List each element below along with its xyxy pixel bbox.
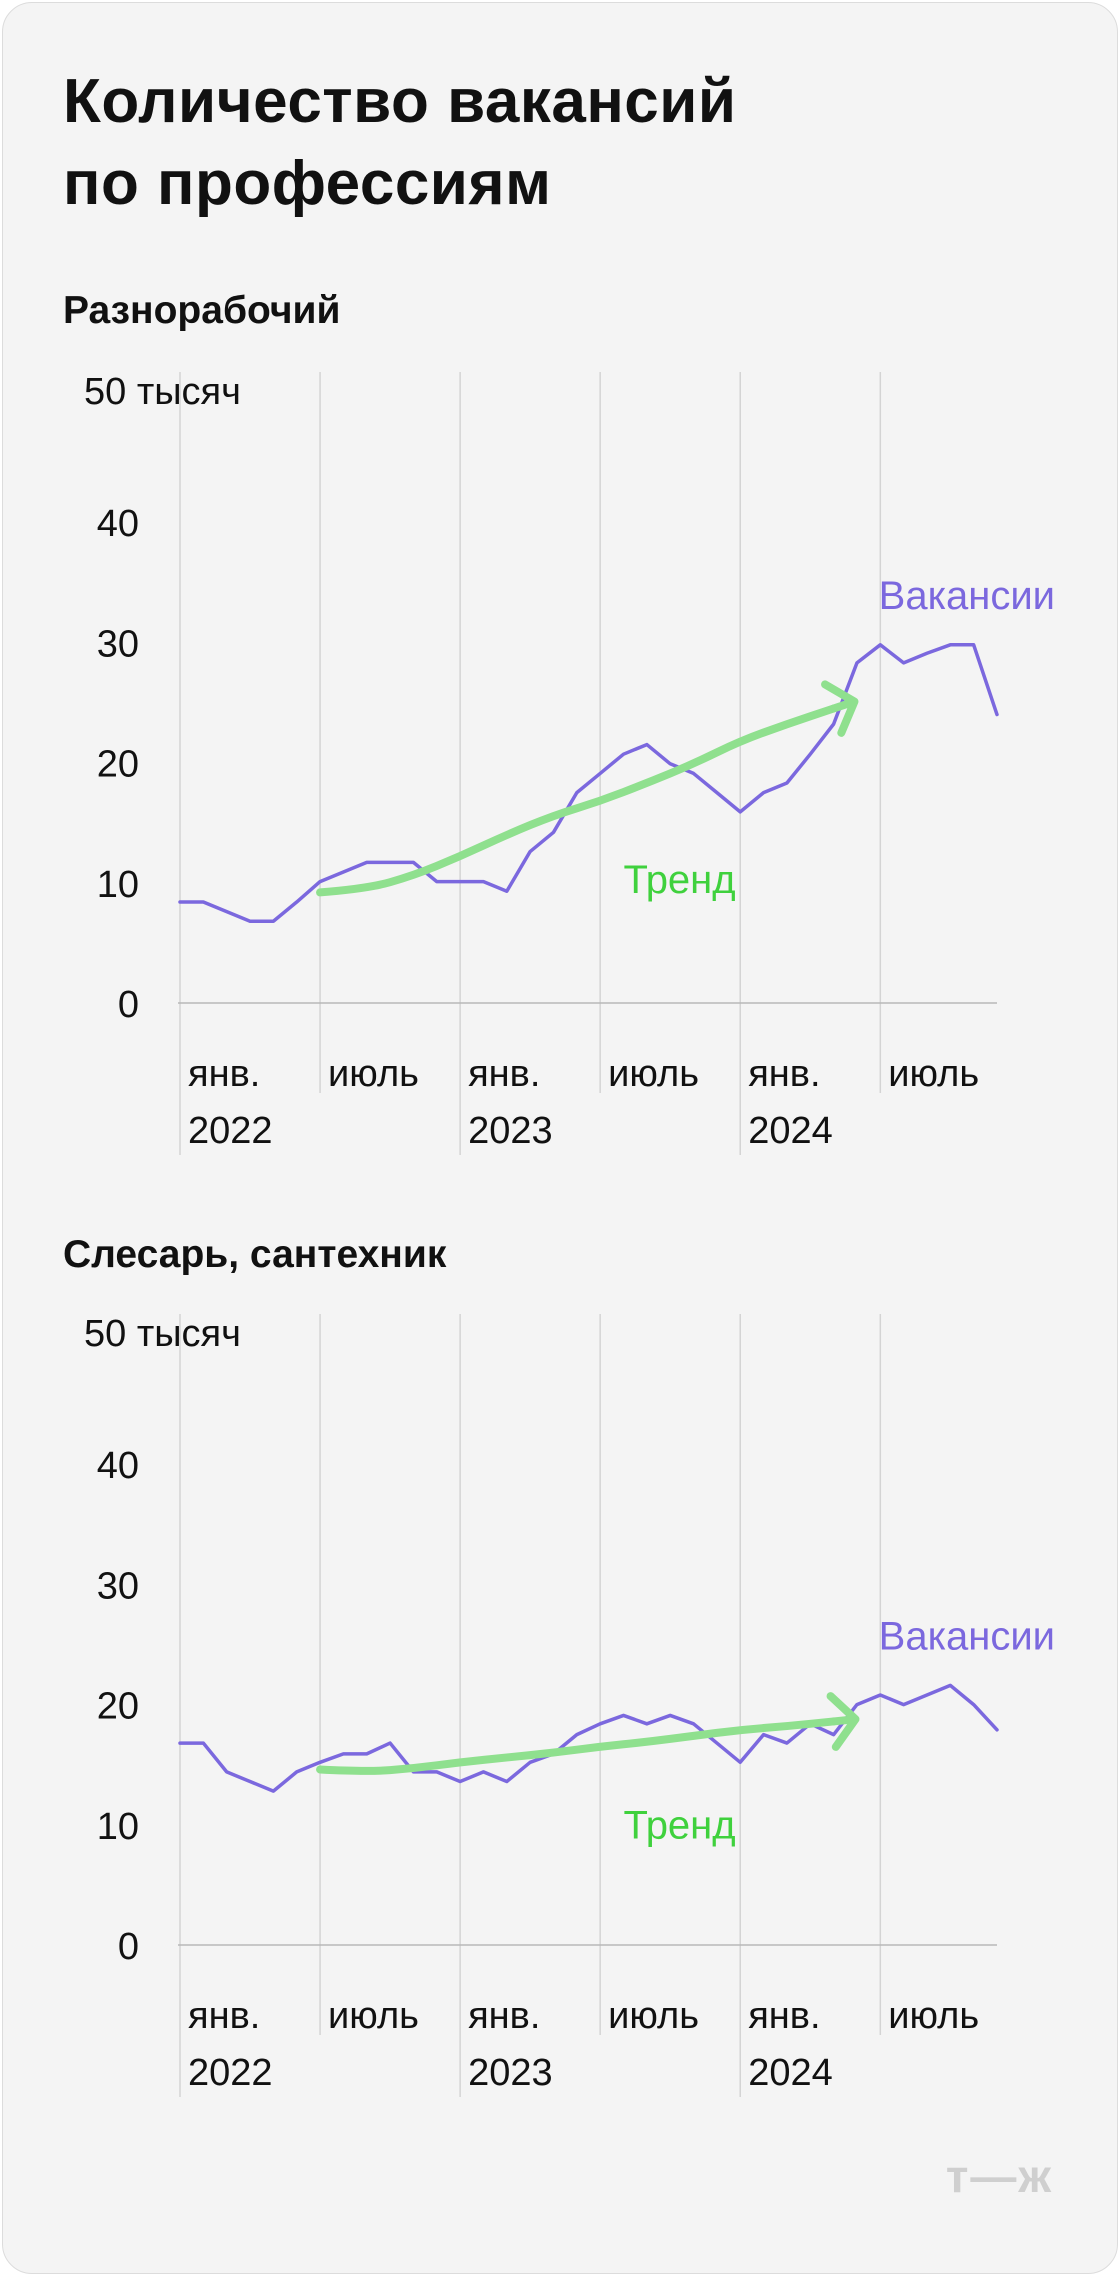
x-tick-label: янв. — [468, 1995, 540, 2037]
tzh-logo: т—ж — [945, 2150, 1053, 2202]
chart-2: янв. 2022 июль янв. 2023 июль янв. 2024 июль 0 10 2… — [84, 1313, 1055, 2097]
x-tick-label: июль — [608, 1053, 699, 1095]
y-tick-label: 10 — [97, 1806, 139, 1848]
vacancies-line — [178, 1683, 999, 1793]
x-tick-label: янв. — [468, 1053, 540, 1095]
y-tick-label: 20 — [97, 744, 139, 786]
x-tick-label: июль — [888, 1053, 979, 1095]
x-tick-label: янв. — [748, 1053, 820, 1095]
x-tick-year-label: 2024 — [748, 2052, 833, 2094]
x-tick-year-label: 2022 — [188, 1110, 273, 1152]
x-tick-label: июль — [328, 1995, 419, 2037]
trend-arrowhead — [826, 1692, 860, 1751]
x-tick-year-label: 2023 — [468, 1110, 553, 1152]
x-tick-label: янв. — [188, 1995, 260, 2037]
y-tick-label: 0 — [118, 1926, 139, 1968]
chart-2-subtitle: Слесарь, сантехник — [63, 1233, 447, 1276]
vacancies-series-label: Вакансии — [879, 1614, 1055, 1658]
trend-series-label: Тренд — [624, 858, 736, 902]
x-tick-year-label: 2024 — [748, 1110, 833, 1152]
x-tick-label: июль — [888, 1995, 979, 2037]
y-tick-label: 40 — [97, 503, 139, 545]
y-tick-label: 30 — [97, 623, 139, 665]
y-tick-label: 10 — [97, 864, 139, 906]
y-tick-label: 30 — [97, 1565, 139, 1607]
x-tick-label: янв. — [748, 1995, 820, 2037]
y-tick-label: 50 тысяч — [84, 1313, 241, 1355]
page-title: Количество вакансий по профессиям — [63, 67, 737, 218]
x-tick-year-label: 2022 — [188, 2052, 273, 2094]
vacancies-line — [178, 643, 999, 924]
y-tick-label: 40 — [97, 1445, 139, 1487]
x-tick-label: янв. — [188, 1053, 260, 1095]
chart-1: янв. 2022 июль янв. 2023 июль янв. 2024 июль 0 10 2… — [84, 371, 1055, 1155]
y-tick-label: 20 — [97, 1686, 139, 1728]
y-tick-label: 0 — [118, 984, 139, 1026]
x-tick-label: июль — [328, 1053, 419, 1095]
trend-series-label: Тренд — [624, 1804, 736, 1848]
y-tick-label: 50 тысяч — [84, 371, 241, 413]
x-tick-year-label: 2023 — [468, 2052, 553, 2094]
chart-1-subtitle: Разнорабочий — [63, 289, 341, 332]
trend-line — [316, 704, 838, 897]
x-tick-label: июль — [608, 1995, 699, 2037]
vacancies-series-label: Вакансии — [879, 574, 1055, 618]
trend-arrowhead — [821, 680, 859, 737]
trend-line — [316, 1717, 838, 1775]
